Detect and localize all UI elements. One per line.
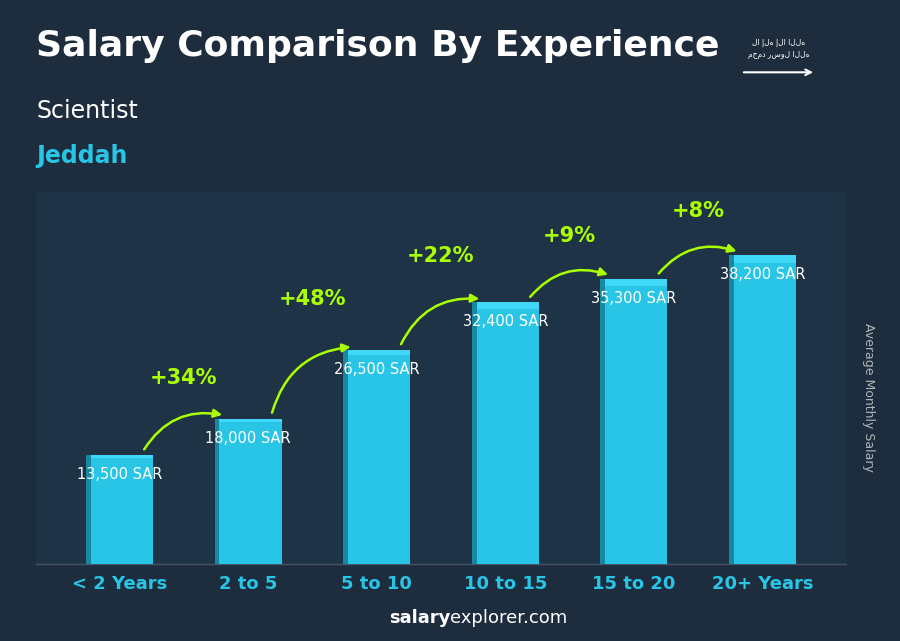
Text: 26,500 SAR: 26,500 SAR: [334, 362, 419, 377]
FancyBboxPatch shape: [343, 350, 348, 564]
Text: لا إله إلا الله: لا إله إلا الله: [752, 38, 806, 47]
FancyBboxPatch shape: [86, 455, 91, 564]
Text: Average Monthly Salary: Average Monthly Salary: [862, 323, 875, 472]
Text: 35,300 SAR: 35,300 SAR: [591, 291, 677, 306]
FancyBboxPatch shape: [91, 455, 153, 458]
FancyBboxPatch shape: [472, 302, 476, 564]
FancyBboxPatch shape: [215, 419, 220, 564]
FancyBboxPatch shape: [734, 255, 796, 564]
Text: Salary Comparison By Experience: Salary Comparison By Experience: [36, 29, 719, 63]
Text: salary: salary: [389, 609, 450, 627]
Text: Jeddah: Jeddah: [36, 144, 128, 168]
FancyBboxPatch shape: [348, 350, 410, 355]
Text: 18,000 SAR: 18,000 SAR: [205, 431, 291, 445]
FancyBboxPatch shape: [734, 255, 796, 263]
FancyBboxPatch shape: [220, 419, 282, 564]
FancyBboxPatch shape: [91, 455, 153, 564]
Text: Scientist: Scientist: [36, 99, 138, 123]
FancyBboxPatch shape: [220, 419, 282, 422]
Text: +48%: +48%: [279, 290, 346, 310]
FancyBboxPatch shape: [729, 255, 733, 564]
Text: 32,400 SAR: 32,400 SAR: [463, 314, 548, 329]
FancyBboxPatch shape: [476, 302, 539, 564]
FancyBboxPatch shape: [600, 279, 605, 564]
Text: +8%: +8%: [671, 201, 724, 221]
Text: 13,500 SAR: 13,500 SAR: [76, 467, 162, 482]
FancyBboxPatch shape: [476, 302, 539, 309]
FancyBboxPatch shape: [348, 350, 410, 564]
Text: 38,200 SAR: 38,200 SAR: [720, 267, 806, 283]
FancyBboxPatch shape: [605, 279, 667, 564]
Text: +22%: +22%: [407, 246, 475, 266]
Text: +34%: +34%: [150, 368, 218, 388]
Text: محمد رسول الله: محمد رسول الله: [748, 50, 809, 59]
FancyBboxPatch shape: [605, 279, 667, 286]
Text: explorer.com: explorer.com: [450, 609, 567, 627]
Text: +9%: +9%: [543, 226, 596, 246]
